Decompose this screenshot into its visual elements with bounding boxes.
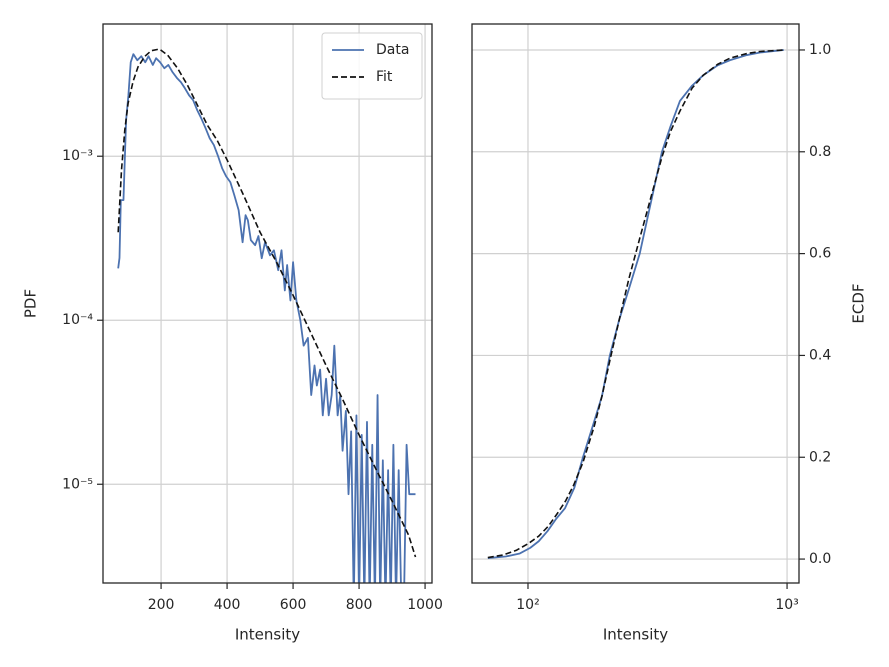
axes-frame (102, 23, 433, 584)
subplot: 200 400 600 800 1000 10⁻⁵ 10⁻⁴ 10⁻³ Intensity PDF… (22, 23, 443, 644)
y-tick-label: 0.4 (809, 347, 831, 363)
legend-label: Fit (376, 69, 393, 85)
x-tick-label: 600 (280, 597, 307, 613)
x-tick-label: 1000 (407, 597, 443, 613)
plot-area (117, 48, 417, 583)
plot-area (487, 49, 784, 559)
subplot: 10² 10³ 0.0 0.2 0.4 0.6 0.8 1.0 Intensity ECDF (471, 23, 868, 644)
y-tick-label: 10⁻⁵ (62, 476, 93, 492)
legend: Data Fit (321, 32, 423, 100)
axes-frame (471, 23, 800, 584)
y-axis-label: ECDF (850, 283, 868, 323)
y-tick-label: 10⁻⁴ (62, 312, 93, 328)
x-axis-label: Intensity (603, 626, 668, 644)
y-tick-label: 0.0 (809, 551, 831, 567)
series-line (117, 53, 416, 583)
y-axis-label: PDF (22, 289, 40, 318)
legend-label: Data (376, 42, 409, 58)
x-tick-label: 200 (148, 597, 175, 613)
x-tick-label: 10³ (775, 597, 798, 613)
x-tick-label: 800 (346, 597, 373, 613)
series-line (487, 49, 784, 559)
x-tick-label: 400 (214, 597, 241, 613)
y-tick-label: 0.2 (809, 449, 831, 465)
series-line (117, 48, 417, 558)
y-tick-label: 0.8 (809, 144, 831, 160)
x-axis-label: Intensity (235, 626, 300, 644)
x-tick-label: 10² (516, 597, 539, 613)
series-line (487, 49, 784, 559)
y-tick-label: 10⁻³ (62, 148, 93, 164)
y-tick-label: 1.0 (809, 42, 831, 58)
y-tick-label: 0.6 (809, 246, 831, 262)
